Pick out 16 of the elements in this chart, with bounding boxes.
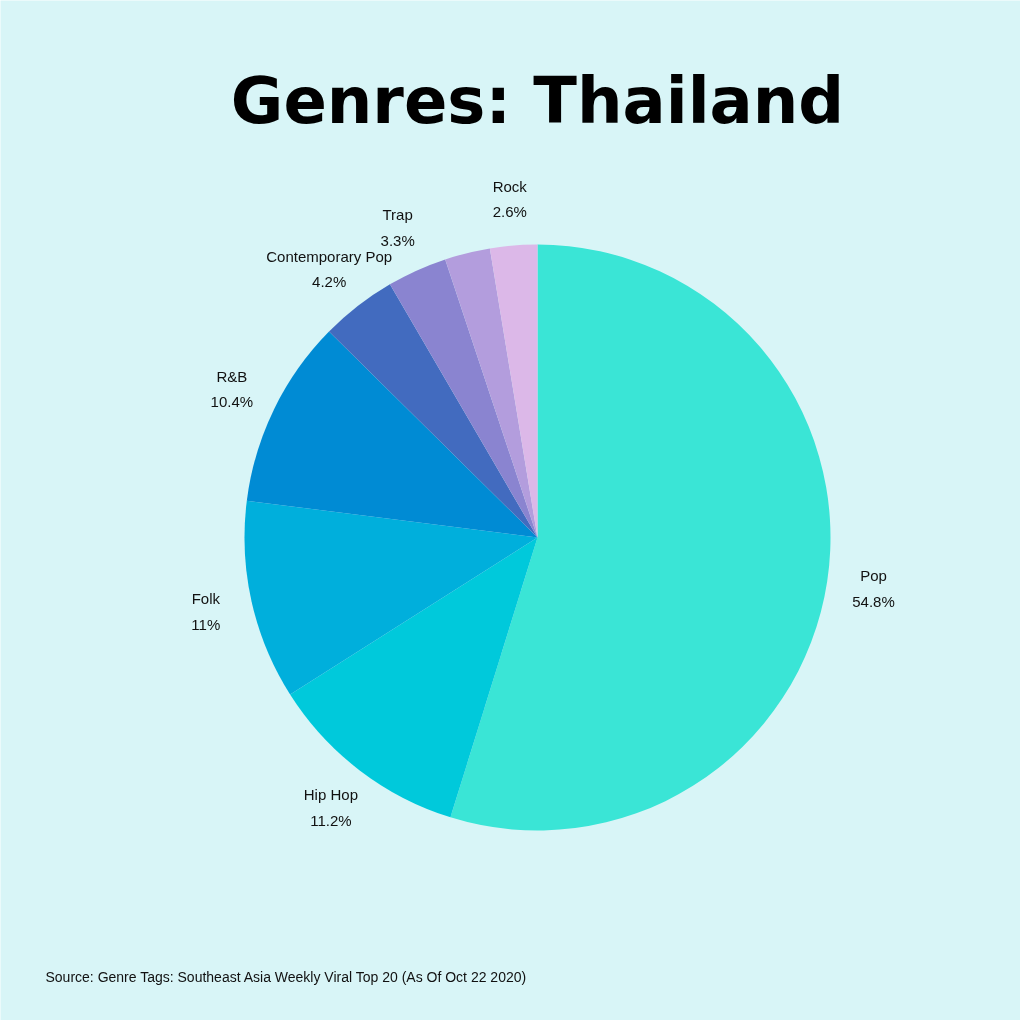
data-label: 4.2% [312, 273, 347, 291]
data-label: 54.8% [852, 592, 895, 610]
slice-label: Folk [191, 590, 221, 608]
data-label: 2.6% [492, 203, 527, 220]
slice-label: Trap [382, 206, 413, 224]
chart-title: Genres: Thailand [230, 63, 845, 138]
slice-label: R&B [216, 367, 248, 385]
data-label: 11% [191, 615, 221, 633]
data-label: 3.3% [380, 231, 415, 249]
slice-label: Contemporary Pop [266, 247, 393, 265]
slice-label: Hip Hop [303, 786, 358, 804]
source-note: Source: Genre Tags: Southeast Asia Weekly Viral Top 20 (As Of Oct 22 2020) [45, 968, 527, 985]
slice-label: Rock [492, 177, 528, 195]
data-label: 11.2% [310, 811, 352, 829]
slice-label: Pop [860, 567, 887, 585]
data-label: 10.4% [210, 393, 254, 411]
